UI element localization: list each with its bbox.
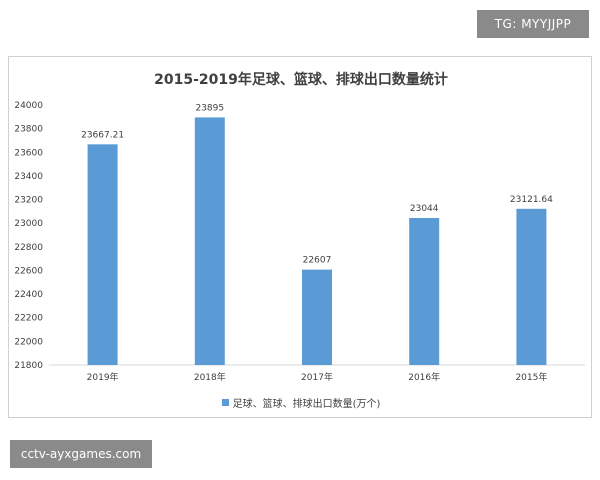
- y-tick-label: 24000: [14, 101, 43, 111]
- legend: 足球、篮球、排球出口数量(万个): [9, 395, 593, 410]
- x-tick-label: 2019年: [87, 371, 119, 383]
- data-label: 23667.21: [81, 130, 124, 140]
- data-label: 23895: [195, 103, 224, 113]
- chart-title: 2015-2019年足球、篮球、排球出口数量统计: [154, 72, 448, 88]
- chart-frame: 2015-2019年足球、篮球、排球出口数量统计 21800 22000 22200…: [8, 56, 592, 418]
- bar: [516, 208, 547, 365]
- x-tick-label: 2016年: [408, 371, 440, 383]
- y-tick-label: 23200: [14, 196, 43, 206]
- y-tick-label: 23800: [14, 125, 43, 135]
- x-tick-label: 2015年: [515, 371, 547, 383]
- bar: [194, 117, 225, 365]
- bar: [409, 217, 440, 365]
- x-tick-label: 2017年: [301, 371, 333, 383]
- telegram-badge: TG: MYYJJPP: [477, 10, 589, 38]
- y-tick-label: 22200: [14, 314, 43, 324]
- y-tick-label: 23400: [14, 172, 43, 182]
- y-tick-label: 21800: [14, 361, 43, 371]
- y-tick-label: 22800: [14, 243, 43, 253]
- x-tick-label: 2018年: [194, 371, 226, 383]
- legend-label: 足球、篮球、排球出口数量(万个): [232, 399, 381, 410]
- bar-chart: 21800 22000 22200 22400 22600 22800 23000 23200…: [14, 101, 585, 383]
- y-tick-label: 23000: [14, 219, 43, 229]
- data-label: 22607: [303, 256, 332, 266]
- y-tick-label: 22600: [14, 266, 43, 276]
- bar: [87, 144, 118, 365]
- y-tick-label: 22000: [14, 337, 43, 347]
- data-label: 23121.64: [510, 195, 553, 205]
- site-url-badge: cctv-ayxgames.com: [10, 440, 152, 468]
- legend-swatch: [221, 399, 229, 406]
- y-tick-label: 22400: [14, 290, 43, 300]
- bar: [302, 269, 332, 365]
- data-label: 23044: [410, 204, 439, 214]
- y-tick-label: 23600: [14, 148, 43, 158]
